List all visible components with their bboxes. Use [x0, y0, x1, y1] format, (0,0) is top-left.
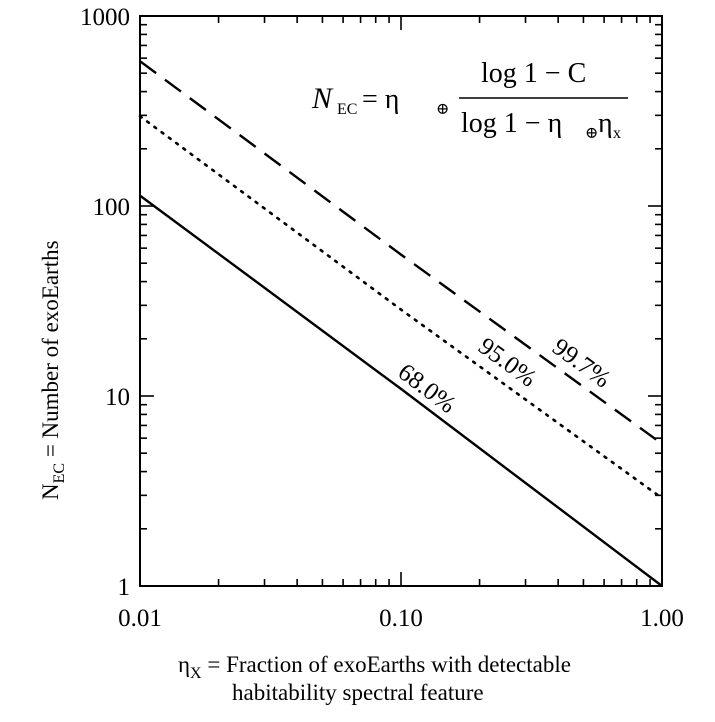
series-label: 95.0%: [473, 333, 541, 393]
formula: N EC = η ⊕ log 1 − C log 1 − η ⊕ η x: [311, 58, 628, 142]
formula-eq-sub: ⊕: [436, 101, 449, 118]
svg-text:NEC = Number of exoEarths: NEC = Number of exoEarths: [38, 240, 68, 500]
y-axis-title-main: N: [38, 483, 63, 500]
formula-numerator: log 1 − C: [481, 58, 586, 89]
x-axis-title: ηX = Fraction of exoEarths with detectab…: [178, 652, 571, 705]
formula-den-sub2: x: [613, 125, 621, 142]
x-tick-label: 0.01: [118, 605, 162, 632]
y-tick-label: 1: [118, 574, 131, 601]
y-tick-label: 100: [93, 194, 131, 221]
series-lines: [138, 60, 664, 587]
formula-lhs: N: [311, 82, 334, 115]
series-labels: 68.0% 95.0% 99.7%: [393, 333, 616, 419]
x-tick-label: 1.00: [640, 605, 684, 632]
x-axis-title-rest: = Fraction of exoEarths with detectable: [202, 652, 571, 677]
y-tick-label: 1000: [80, 4, 130, 31]
x-axis-title-main: η: [178, 652, 190, 677]
x-axis-title-line2: habitability spectral feature: [232, 680, 484, 705]
formula-denominator: log 1 − η: [461, 108, 562, 139]
y-axis-title-sub: EC: [51, 463, 68, 483]
svg-text:ηX = Fraction of exoEarths wit: ηX = Fraction of exoEarths with detectab…: [178, 652, 571, 682]
y-axis-title: NEC = Number of exoEarths: [38, 240, 68, 500]
formula-den-sub1: ⊕: [585, 125, 598, 142]
y-tick-label: 10: [105, 384, 130, 411]
plot-frame: [139, 15, 663, 587]
x-tick-label: 0.10: [379, 605, 423, 632]
formula-eq: = η: [362, 84, 399, 115]
series-line-dashed: [139, 60, 663, 445]
formula-lhs-sub: EC: [337, 101, 357, 118]
axis-ticks: [139, 15, 663, 587]
y-axis-title-rest: = Number of exoEarths: [38, 240, 63, 463]
x-axis-title-sub: X: [190, 665, 202, 682]
series-line-solid: [139, 194, 663, 587]
formula-den-eta: η: [598, 108, 613, 139]
axis-tick-labels: 0.01 0.10 1.00 1 10 100 1000: [80, 4, 684, 632]
series-line-dotted: [138, 114, 664, 500]
